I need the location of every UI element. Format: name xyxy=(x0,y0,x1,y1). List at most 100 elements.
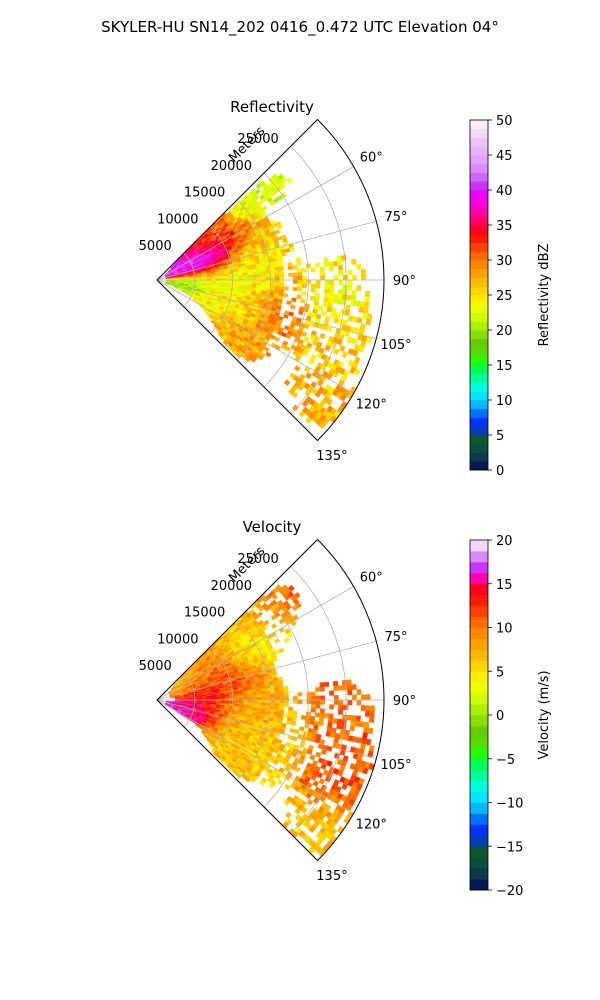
data-cell xyxy=(320,271,326,276)
colorbar-tick-label: 20 xyxy=(496,324,513,339)
data-cell xyxy=(297,279,303,284)
data-cell xyxy=(270,279,276,284)
data-cell xyxy=(346,679,352,686)
data-cell xyxy=(274,696,280,701)
data-cell xyxy=(304,416,313,425)
data-cell xyxy=(238,693,244,696)
data-cell xyxy=(347,699,353,706)
data-cell xyxy=(368,745,375,753)
data-cell xyxy=(344,309,350,316)
data-cell xyxy=(341,714,348,721)
data-cell xyxy=(238,281,244,285)
data-cell xyxy=(269,267,275,272)
data-cell xyxy=(279,276,285,281)
data-cell xyxy=(336,298,343,305)
data-cell xyxy=(270,693,276,698)
data-cell xyxy=(265,690,271,695)
theta-tick-label: 90° xyxy=(393,694,416,709)
colorbar-segment xyxy=(470,813,488,825)
data-cell xyxy=(304,723,310,729)
data-cell xyxy=(351,715,357,722)
data-cell xyxy=(323,713,330,719)
data-cell xyxy=(256,271,262,275)
data-cell xyxy=(278,686,284,691)
data-cell xyxy=(288,706,294,711)
colorbar-tick-label: 5 xyxy=(496,429,504,444)
colorbar-segment xyxy=(470,616,488,628)
data-cell xyxy=(314,292,321,298)
data-cell xyxy=(252,282,257,286)
data-cell xyxy=(351,290,357,296)
data-cell xyxy=(292,272,298,277)
data-cell xyxy=(356,699,362,706)
data-cell xyxy=(260,705,266,709)
data-cell xyxy=(292,265,298,270)
data-cell xyxy=(341,254,347,261)
data-cell xyxy=(310,703,316,709)
data-cell xyxy=(251,284,257,288)
data-cell xyxy=(278,266,284,271)
data-cell xyxy=(327,722,333,728)
data-cell xyxy=(274,637,281,644)
data-cell xyxy=(340,724,347,730)
azimuth-spoke xyxy=(156,640,377,701)
data-cell xyxy=(278,647,285,653)
colorbar-segment xyxy=(470,660,488,672)
data-cell xyxy=(293,699,298,704)
data-cell xyxy=(278,263,284,268)
data-cell xyxy=(356,689,362,695)
colorbar-segment xyxy=(470,347,488,357)
data-cell xyxy=(274,267,280,271)
data-cell xyxy=(274,706,280,710)
data-cell xyxy=(341,679,348,686)
data-cell xyxy=(309,715,316,721)
data-cell xyxy=(363,721,370,729)
data-cell xyxy=(329,279,335,285)
data-cell xyxy=(233,695,239,699)
data-cell xyxy=(256,279,262,283)
data-cell xyxy=(355,263,362,270)
colorbar-segment xyxy=(470,242,488,252)
data-cell xyxy=(350,720,356,727)
colorbar-segment xyxy=(470,225,488,235)
colorbar-segment xyxy=(470,277,488,287)
data-cell xyxy=(301,268,307,273)
data-cell xyxy=(306,699,312,705)
data-cell xyxy=(360,268,366,275)
colorbar-segment xyxy=(470,725,488,738)
data-cell xyxy=(238,701,244,705)
azimuth-spoke xyxy=(156,220,377,281)
azimuth-spoke xyxy=(156,166,354,281)
data-cell xyxy=(244,356,251,363)
colorbar-segment xyxy=(470,802,488,814)
data-cell xyxy=(286,631,293,638)
colorbar-tick-label: 45 xyxy=(496,149,513,164)
data-cell xyxy=(365,290,371,297)
data-cell xyxy=(342,284,348,291)
colorbar-segment xyxy=(470,312,488,322)
data-cell xyxy=(328,713,334,719)
colorbar-segment xyxy=(470,338,488,348)
data-cell xyxy=(265,351,272,358)
data-cell xyxy=(347,689,353,696)
data-cell xyxy=(274,687,280,691)
data-cell xyxy=(247,702,253,706)
data-cell xyxy=(345,304,351,311)
data-cell xyxy=(314,296,320,302)
data-cell xyxy=(261,696,267,701)
data-cell xyxy=(347,279,353,286)
data-cell xyxy=(365,710,371,717)
data-cell xyxy=(238,695,244,699)
data-cell xyxy=(351,684,357,690)
colorbar-tick-label: 15 xyxy=(496,359,513,374)
colorbar-segment xyxy=(470,382,488,392)
colorbar-segment xyxy=(470,303,488,313)
data-cell xyxy=(270,690,276,695)
colorbar-segment xyxy=(470,715,488,727)
data-cell xyxy=(270,702,276,707)
data-cell xyxy=(274,279,280,284)
data-cell xyxy=(287,584,295,592)
radial-tick-label: 20000 xyxy=(211,579,252,594)
data-cell xyxy=(363,301,370,309)
polar-grid xyxy=(156,565,384,835)
